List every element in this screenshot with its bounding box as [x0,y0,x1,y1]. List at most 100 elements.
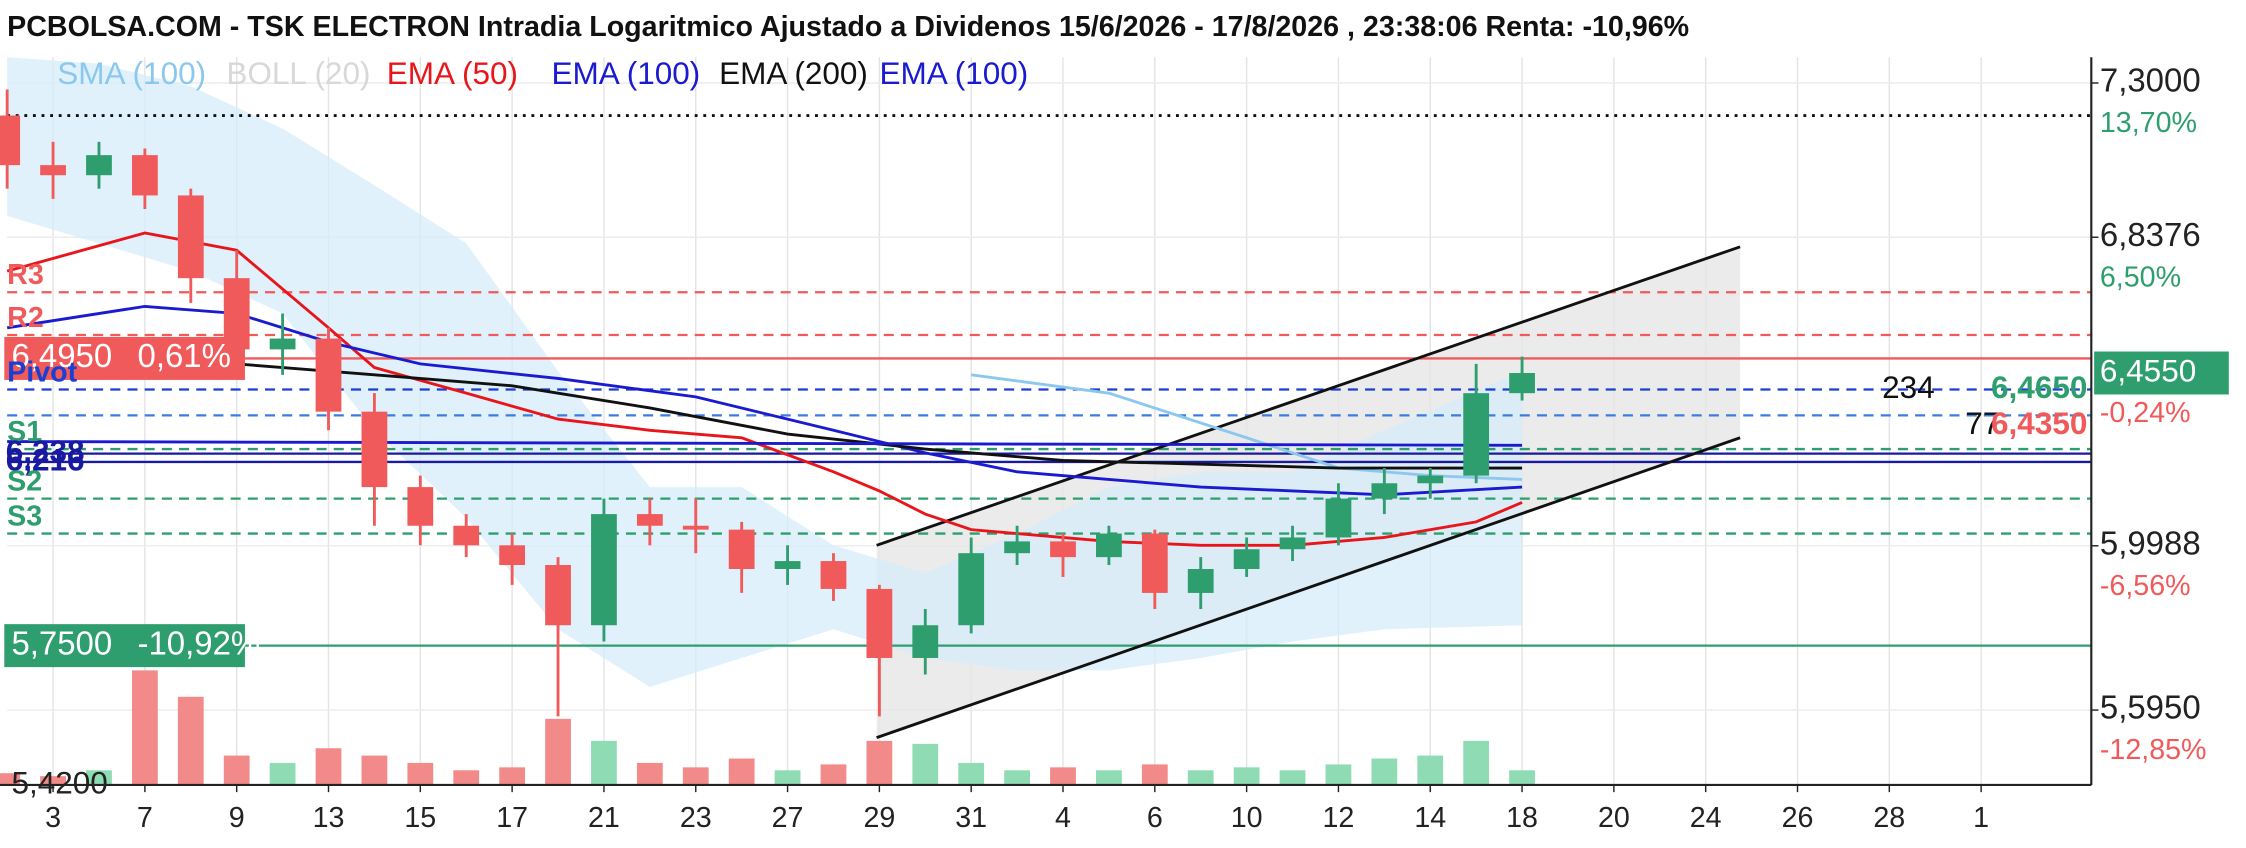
bollinger-band [7,57,1523,687]
volume-bar [1279,770,1306,785]
x-tick-label: 21 [588,802,620,834]
candles [0,89,1535,717]
volume-bar [131,670,158,785]
x-tick-label: 24 [1690,802,1722,834]
volume-bar [820,764,847,785]
legend-entry: SMA (100) [57,55,206,91]
x-tick-label: 6 [1147,802,1163,834]
candle-body [361,411,388,488]
volume-bar [177,696,204,785]
indicator-line [7,440,1523,447]
candle-body [728,529,755,570]
x-tick-label: 26 [1782,802,1814,834]
volume-bar [1325,764,1352,785]
current-price-box [2094,351,2229,395]
volume-bar [499,767,526,785]
x-tick-label: 31 [955,802,987,834]
x-tick-label: 7 [137,802,153,834]
legend-entry: EMA (200) [719,55,868,91]
volume-bar [86,770,112,785]
volume-bar [315,748,342,785]
candle-body [1509,372,1535,394]
levels [7,114,2092,647]
candle-body [131,155,158,196]
volume-bar [636,762,663,785]
level-label: S2 [7,465,42,497]
level-tag-box [4,624,245,668]
candle-body [0,115,21,166]
x-tick-label: 23 [680,802,712,834]
legend-entry: EMA (100) [879,55,1028,91]
y-tick-change: 13,70% [2100,107,2197,139]
current-price: 6,4550 [2100,352,2196,388]
bottom-price-label: 5,4200 [11,764,107,800]
level-label: R2 [7,302,44,334]
level-label: S1 [7,416,42,448]
volume-bar [1004,770,1030,785]
volume-bar [0,773,21,785]
annotation: 6,4650 [1991,369,2087,405]
volume-bar [361,755,388,785]
legend-entry: EMA (100) [551,55,700,91]
annotation: 6,4350 [1991,405,2087,441]
volume-bar [728,758,755,785]
level-label: R3 [7,259,44,291]
candle-body [315,338,342,412]
volume-bar [774,770,801,785]
x-tick-label: 12 [1323,802,1355,834]
volume-bar [1417,755,1444,785]
candle-body [1233,549,1260,570]
x-tick-label: 18 [1506,802,1538,834]
y-tick-label: 5,9988 [2100,524,2201,561]
volume [0,670,1535,785]
volume-bar [958,762,985,785]
candle-body [177,195,204,279]
y-tick-change: -12,85% [2100,734,2207,766]
candle-body [682,525,709,530]
x-tick-label: 10 [1231,802,1263,834]
y-tick-change: 6,50% [2100,261,2181,293]
indicator-line [971,373,1523,481]
x-tick-label: 29 [863,802,895,834]
volume-bar [1096,770,1122,785]
volume-bar [866,740,893,785]
volume-bar [40,776,66,785]
candle-body [912,625,939,658]
labels: 3 7 9 13 15 17 21 23 27 29 31 4 6 10 12 14 18 20 24 26 28 1 7,… [4,55,2229,834]
volume-bar [269,762,296,785]
candle-body [866,588,893,658]
volume-bar [1509,770,1535,785]
x-tick-label: 13 [313,802,345,834]
x-tick-label: 14 [1414,802,1446,834]
candle-body [1004,541,1030,554]
volume-bar [1233,767,1260,785]
volume-bar [682,767,709,785]
candle-body [591,514,617,626]
candle-body [40,165,66,176]
y-tick-label: 6,8376 [2100,216,2201,253]
candle-body [1279,537,1306,550]
volume-bar [1463,740,1490,785]
x-tick-label: 4 [1055,802,1071,834]
annotation: 77 [1965,405,2000,441]
candle-body [407,487,434,526]
candle-body [499,545,526,566]
y-tick-label: 7,3000 [2100,62,2201,99]
indicator-line [6,231,1523,547]
x-tick-label: 1 [1973,802,1989,834]
x-tick-label: 20 [1598,802,1630,834]
volume-bar [545,718,571,785]
volume-bar [1050,767,1076,785]
candle-body [820,561,847,589]
level-label: S3 [7,500,42,532]
candle-body [1141,533,1168,593]
x-tick-label: 27 [772,802,804,834]
candle-body [1371,483,1398,499]
volume-bar [407,762,434,785]
candle-body [1463,393,1490,476]
candle-body [1050,541,1076,558]
candle-body [958,553,985,626]
volume-bar [912,743,939,785]
